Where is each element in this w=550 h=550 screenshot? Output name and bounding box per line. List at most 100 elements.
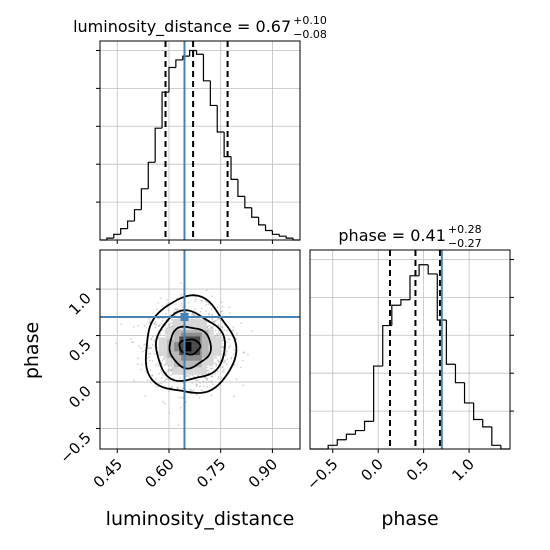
scatter-point: [187, 301, 190, 304]
scatter-point: [165, 378, 168, 381]
scatter-point: [211, 375, 213, 378]
scatter-point: [195, 379, 197, 382]
scatter-point: [230, 356, 233, 359]
hist-bin: [382, 324, 392, 367]
scatter-point: [144, 343, 147, 345]
scatter-point: [216, 319, 219, 321]
scatter-point: [211, 383, 214, 385]
panel-frame: [99, 249, 301, 450]
scatter-point: [165, 303, 168, 306]
density-cell: [179, 345, 187, 356]
scatter-point: [200, 389, 203, 392]
scatter-point: [236, 332, 238, 335]
hist-bin: [473, 402, 483, 421]
panel-frame: [99, 40, 301, 241]
scatter-point: [156, 386, 158, 388]
scatter-point: [158, 324, 161, 327]
scatter-point: [180, 282, 183, 284]
scatter-point: [155, 378, 158, 380]
scatter-point: [188, 375, 191, 377]
scatter-point: [214, 372, 217, 375]
density-cell: [200, 365, 207, 375]
scatter-point: [201, 300, 204, 303]
scatter-point: [166, 370, 169, 373]
hist-title-upper-error: +0.10: [293, 14, 327, 27]
scatter-point: [227, 338, 230, 341]
scatter-point: [206, 366, 209, 369]
hist-bin: [445, 320, 456, 365]
scatter-point: [162, 374, 164, 376]
hist-title: luminosity_distance = 0.67 +0.10−0.08: [73, 14, 327, 41]
scatter-point: [151, 374, 154, 377]
scatter-point: [162, 357, 165, 360]
scatter-point: [150, 337, 153, 340]
scatter-point: [220, 343, 223, 345]
scatter-point: [211, 326, 213, 329]
density-cell: [179, 365, 187, 375]
hist-bin: [168, 66, 176, 93]
hist-title-value: luminosity_distance = 0.67: [73, 17, 291, 37]
scatter-point: [182, 382, 184, 384]
scatter-point: [195, 383, 198, 386]
density-cell: [186, 336, 194, 346]
scatter-point: [220, 346, 223, 349]
scatter-point: [161, 376, 163, 379]
scatter-point: [217, 375, 220, 378]
scatter-point: [209, 324, 211, 327]
hist-bin: [258, 217, 266, 226]
scatter-point: [221, 366, 224, 369]
scatter-point: [181, 306, 184, 309]
scatter-point: [186, 374, 189, 377]
hist-bin: [209, 80, 218, 107]
scatter-point: [169, 326, 171, 329]
hist-bin: [133, 209, 142, 222]
scatter-point: [180, 293, 183, 295]
scatter-point: [133, 379, 135, 382]
scatter-point: [213, 320, 215, 323]
scatter-point: [217, 377, 220, 380]
hist-title: phase = 0.41 +0.28−0.27: [338, 223, 481, 250]
scatter-point: [191, 382, 194, 384]
hist-bin: [463, 382, 474, 404]
density-cell: [174, 348, 182, 358]
scatter-point: [157, 317, 160, 320]
scatter-point: [232, 329, 234, 332]
scatter-point: [224, 361, 226, 364]
scatter-point: [167, 369, 170, 372]
scatter-point: [151, 335, 154, 338]
density-cell: [158, 346, 166, 357]
scatter-point: [225, 363, 228, 366]
scatter-point: [161, 363, 163, 365]
scatter-point: [214, 356, 217, 359]
scatter-point: [150, 338, 153, 341]
hist-bin: [230, 156, 238, 180]
scatter-point: [222, 339, 225, 341]
density-cell: [187, 351, 195, 361]
scatter-point: [154, 321, 157, 323]
hist-bin: [391, 304, 401, 326]
scatter-point: [211, 380, 214, 383]
scatter-point: [137, 324, 140, 327]
hist-title-lower-error: −0.08: [293, 28, 327, 41]
scatter-point: [151, 343, 154, 346]
scatter-point: [210, 308, 213, 311]
scatter-point: [147, 352, 150, 355]
hist-bin: [189, 49, 197, 57]
scatter-point: [191, 313, 193, 316]
marks-layer: [100, 41, 510, 450]
scatter-point: [157, 363, 160, 365]
scatter-point: [247, 353, 249, 356]
scatter-point: [167, 379, 170, 381]
density-cell: [179, 318, 187, 329]
scatter-point: [233, 364, 236, 366]
hist-bin: [336, 439, 347, 446]
hist-bin: [354, 429, 365, 435]
contour-line: [168, 325, 212, 370]
scatter-point: [204, 300, 207, 303]
contour-line: [154, 309, 226, 382]
scatter-point: [205, 381, 208, 384]
scatter-point: [190, 389, 193, 391]
scatter-point: [176, 308, 179, 311]
scatter-point: [132, 326, 135, 328]
scatter-point: [195, 298, 197, 301]
